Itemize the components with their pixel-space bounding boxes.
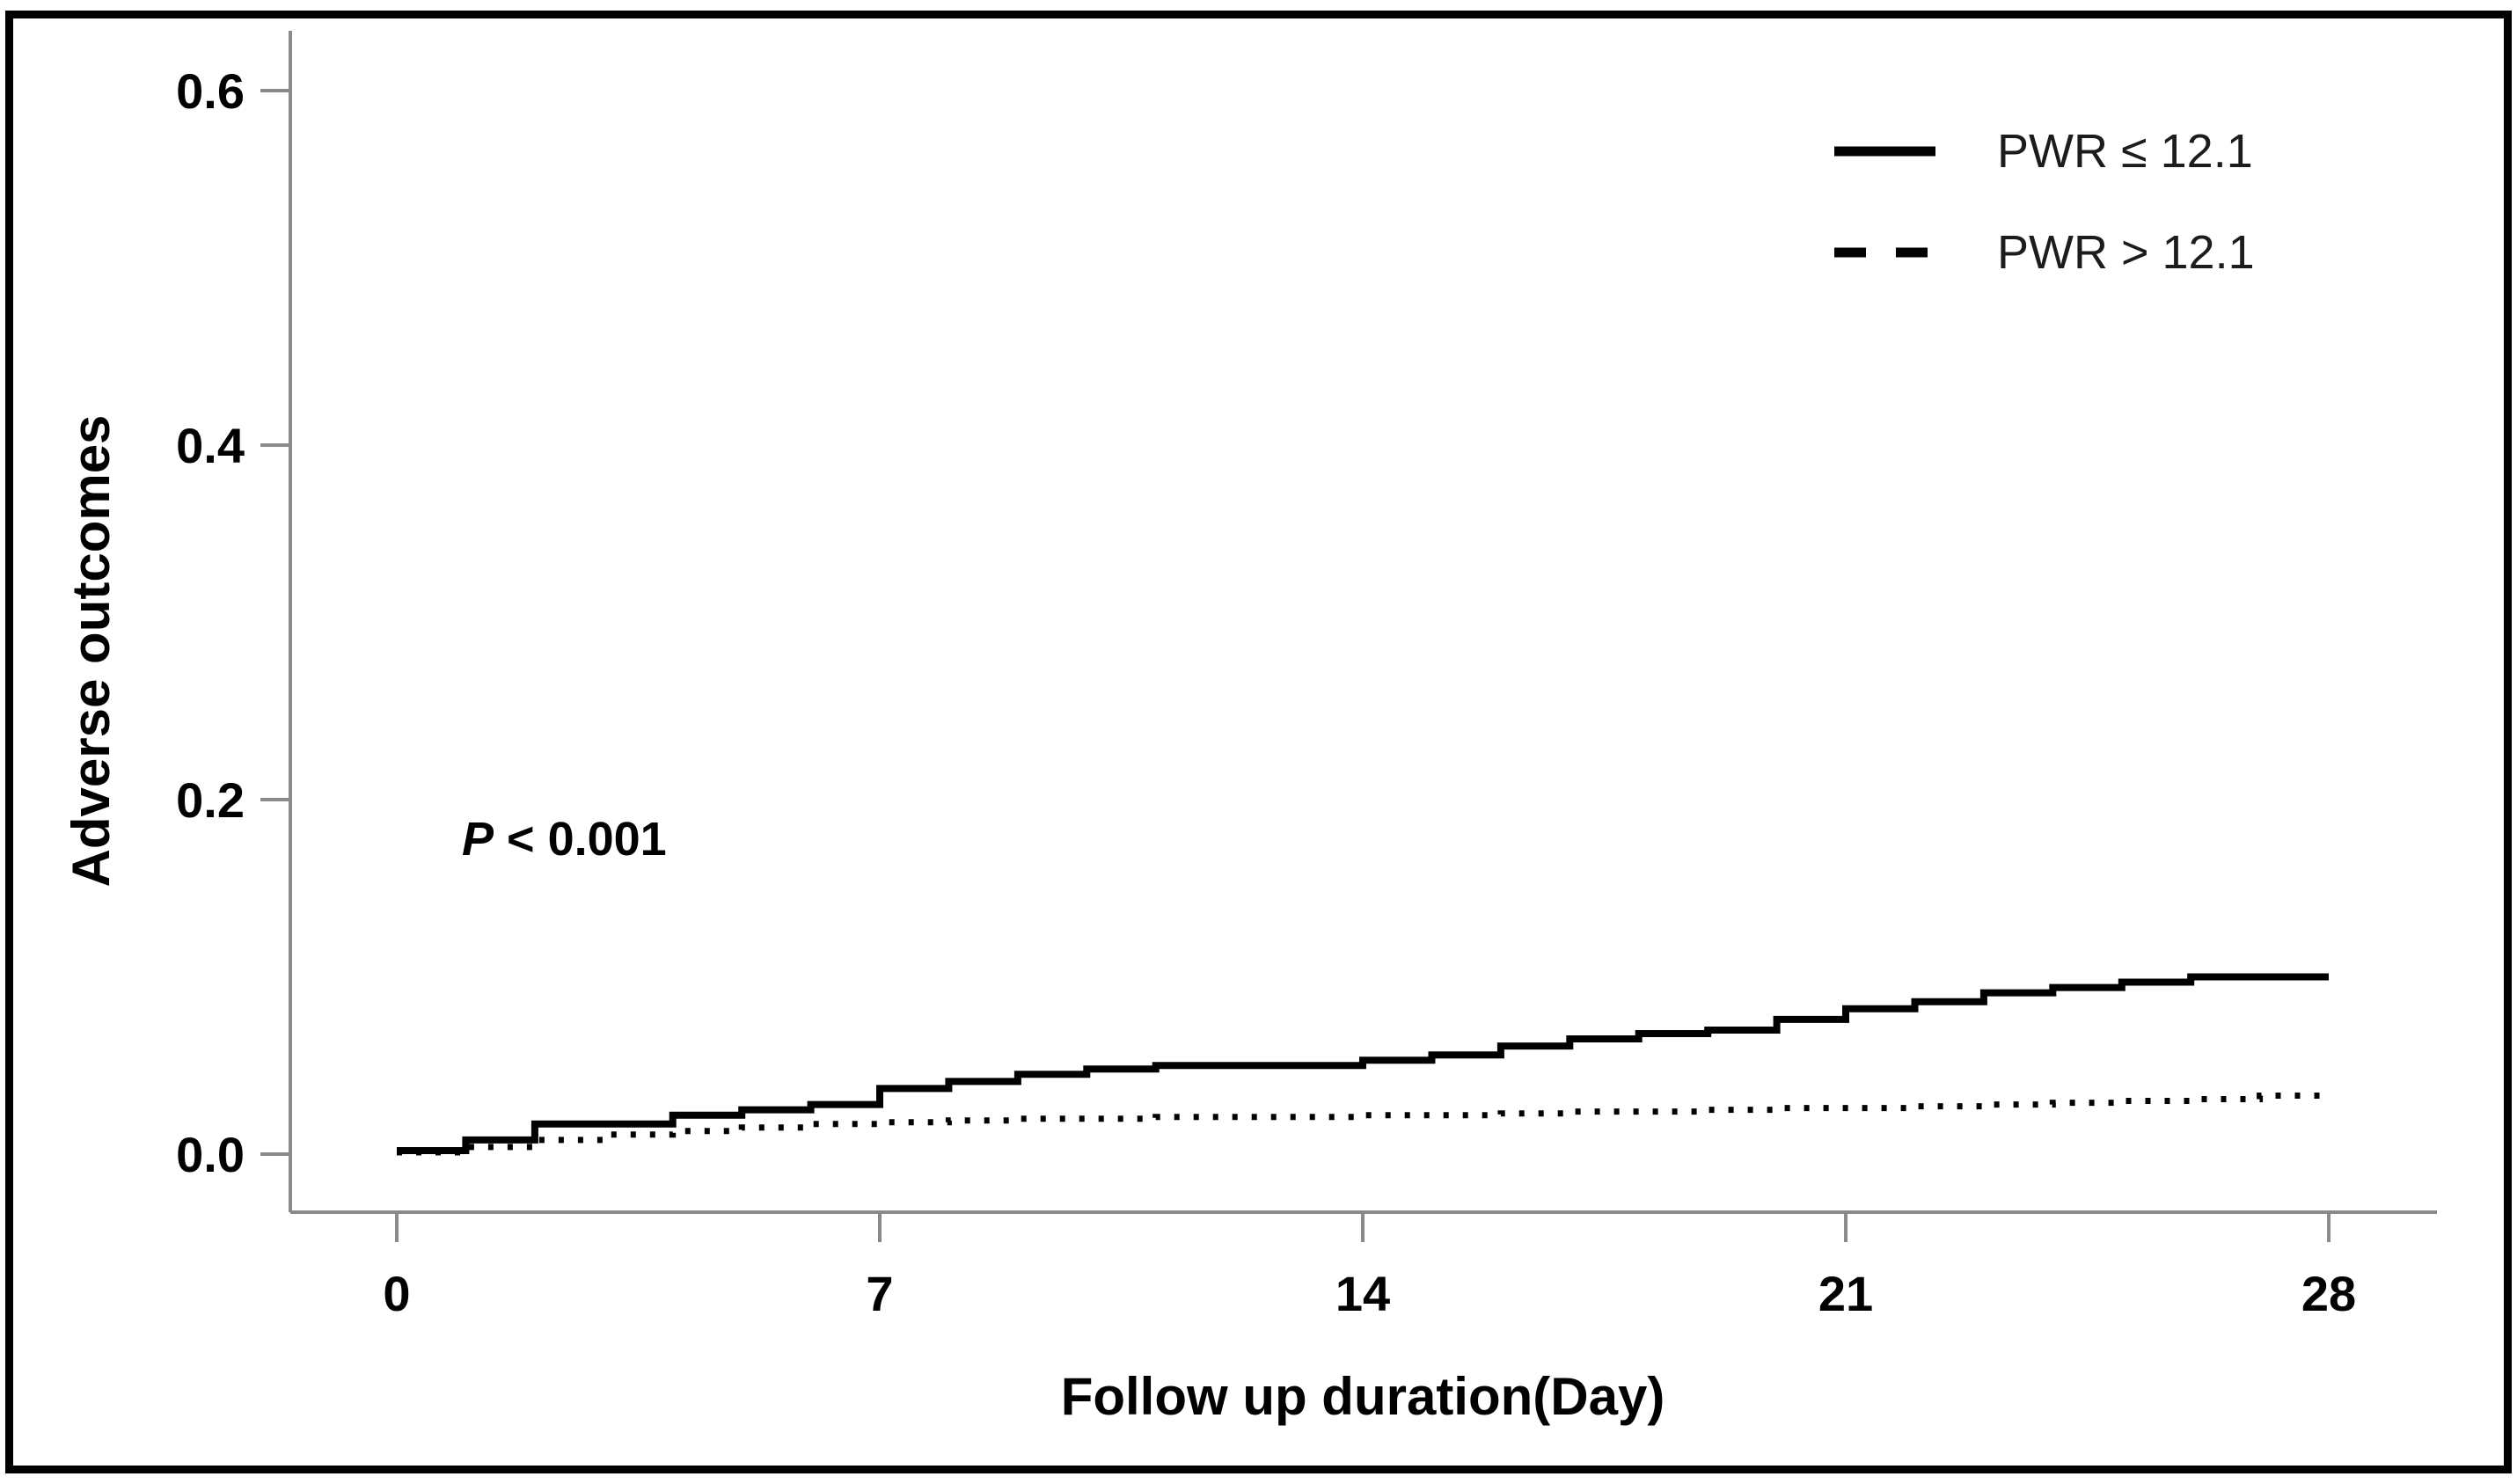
y-tick-label: 0.2 [176, 772, 245, 828]
x-axis-title: Follow up duration(Day) [1061, 1367, 1665, 1426]
x-tick-label: 14 [1335, 1266, 1390, 1321]
y-tick-label: 0.4 [176, 418, 245, 473]
series-line-pwr-gt-12-1 [397, 1093, 2329, 1156]
series-line-pwr-le-12-1 [397, 973, 2329, 1154]
y-tick-label: 0.0 [176, 1127, 245, 1182]
figure-border [5, 11, 2512, 1473]
legend-label: PWR > 12.1 [1997, 226, 2255, 279]
x-tick-label: 0 [383, 1266, 410, 1321]
p-value-annotation: P < 0.001 [462, 813, 667, 866]
y-tick-label: 0.6 [176, 63, 245, 119]
legend-label: PWR ≤ 12.1 [1997, 125, 2253, 178]
x-tick-label: 21 [1818, 1266, 1873, 1321]
y-axis-title: Adverse outcomes [62, 415, 121, 888]
x-tick-label: 7 [866, 1266, 893, 1321]
x-tick-label: 28 [2301, 1266, 2356, 1321]
